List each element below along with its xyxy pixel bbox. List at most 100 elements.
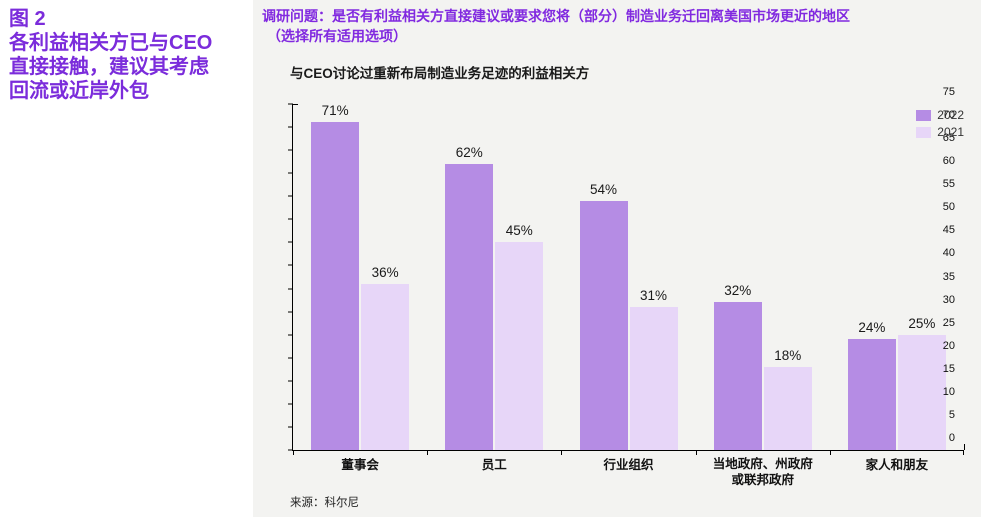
- bar-value-label: 24%: [858, 320, 886, 336]
- chart-title: 与CEO讨论过重新布局制造业务足迹的利益相关方: [290, 66, 590, 81]
- bar-fill: [763, 366, 812, 450]
- y-axis-tick: [288, 334, 293, 336]
- x-axis-labels: 董事会 员工 行业组织 当地政府、州政府或联邦政府 家人和朋友: [293, 456, 964, 489]
- x-axis-tick: [427, 450, 429, 455]
- y-axis-tick: [288, 380, 293, 382]
- y-axis-tick-label: 55: [942, 178, 955, 191]
- figure-number: 图 2: [9, 8, 46, 30]
- legend-label-2021: 2021: [937, 125, 964, 139]
- x-axis-tick: [963, 450, 964, 455]
- bar-value-label: 18%: [774, 347, 802, 363]
- y-axis-tick-label: 75: [942, 86, 955, 98]
- bar-value-label: 45%: [505, 223, 533, 239]
- category-label: 员工: [427, 456, 561, 489]
- figure-title-line-1: 各利益相关方已与CEO: [9, 32, 213, 54]
- bar-groups: 71% 36% 62% 45% 54% 31% 32% 18% 24% 25%: [293, 103, 964, 450]
- y-axis-tick-label: 60: [942, 155, 955, 168]
- category-label-text: 当地政府、州政府或联邦政府: [712, 457, 813, 487]
- y-axis-tick: [288, 126, 293, 128]
- y-axis-tick: [288, 241, 293, 243]
- y-axis-tick-label: 70: [942, 109, 955, 122]
- bar-value-label: 25%: [908, 315, 936, 331]
- bar-group: 71% 36%: [293, 103, 427, 450]
- plot-area: 71% 36% 62% 45% 54% 31% 32% 18% 24% 25% 董事会 员工 行业组织…: [288, 86, 965, 487]
- y-axis-tick: [288, 195, 293, 197]
- bar-2022: 71%: [311, 103, 360, 450]
- bar-value-label: 54%: [589, 181, 618, 197]
- y-axis-tick-label: 65: [942, 132, 955, 145]
- y-axis-tick: [288, 288, 293, 290]
- y-axis-tick: [288, 103, 293, 105]
- y-axis-tick-label: 15: [942, 362, 955, 375]
- y-axis-tick: [288, 149, 293, 151]
- x-axis-tick: [695, 450, 697, 455]
- bar-fill: [897, 334, 946, 450]
- x-axis-endcap: [964, 444, 965, 450]
- legend-swatch-2022: [916, 109, 932, 121]
- bar-fill: [847, 339, 896, 450]
- bar-group: 54% 31%: [561, 104, 695, 450]
- bar-value-label: 31%: [639, 288, 668, 303]
- x-axis-tick: [561, 450, 563, 455]
- bar-fill: [713, 302, 762, 450]
- bar-value-label: 62%: [455, 144, 483, 160]
- y-axis-tick-label: 10: [942, 385, 955, 398]
- survey-question-note: （选择所有适用选项）: [267, 28, 407, 44]
- bar-group: 24% 25%: [830, 104, 964, 450]
- y-axis-tick: [288, 218, 293, 220]
- bar-2022: 54%: [579, 182, 628, 450]
- y-axis-tick-label: 5: [948, 408, 955, 421]
- legend-label-2022: 2022: [937, 108, 964, 122]
- y-axis-tick: [288, 264, 293, 266]
- figure-sidebar: 图 2 各利益相关方已与CEO 直接接触，建议其考虑 回流或近岸外包: [0, 0, 253, 517]
- bar-2022: 32%: [713, 283, 762, 450]
- y-axis-tick: [288, 357, 293, 359]
- bar-2021: 25%: [897, 316, 946, 450]
- legend-item-2022: 2022: [916, 108, 964, 122]
- x-axis-tick: [829, 450, 831, 455]
- y-axis-tick-label: 0: [948, 432, 955, 444]
- bar-fill: [311, 122, 360, 450]
- category-label: 行业组织: [561, 456, 695, 489]
- y-axis-endcap: [293, 104, 298, 105]
- y-axis-tick-label: 50: [942, 201, 955, 214]
- y-axis-tick: [288, 172, 293, 174]
- bar-2022: 24%: [847, 320, 896, 450]
- bar-fill: [361, 283, 410, 450]
- category-label-text: 董事会: [341, 458, 379, 472]
- y-axis-tick: [288, 311, 293, 313]
- bar-fill: [579, 200, 628, 450]
- bar-value-label: 36%: [371, 264, 399, 280]
- category-label: 家人和朋友: [830, 456, 964, 489]
- survey-question-text: 调研问题：是否有利益相关方直接建议或要求您将（部分）制造业务迁回离美国市场更近的…: [262, 8, 850, 24]
- y-axis-tick: [288, 426, 293, 428]
- bar-fill: [445, 163, 494, 450]
- y-axis-tick-label: 20: [942, 339, 955, 352]
- y-axis-tick: [288, 403, 293, 405]
- bar-group: 32% 18%: [696, 104, 830, 450]
- legend-swatch-2021: [916, 126, 932, 138]
- legend-item-2021: 2021: [916, 125, 964, 139]
- category-label-text: 家人和朋友: [865, 458, 929, 472]
- y-axis-tick: [288, 449, 293, 451]
- category-label: 当地政府、州政府或联邦政府: [696, 456, 830, 489]
- y-axis-tick-label: 45: [942, 224, 955, 237]
- bar-value-label: 32%: [724, 283, 752, 299]
- y-axis-tick-label: 25: [942, 316, 955, 329]
- bar-2022: 62%: [445, 145, 494, 450]
- category-label-text: 行业组织: [603, 458, 654, 472]
- y-axis-tick-label: 35: [942, 270, 955, 283]
- bar-2021: 31%: [629, 288, 678, 450]
- bar-2021: 18%: [763, 348, 812, 450]
- category-label: 董事会: [293, 456, 427, 489]
- y-axis-tick-label: 40: [942, 247, 955, 260]
- bar-2021: 36%: [361, 265, 410, 450]
- bar-2021: 45%: [495, 223, 544, 450]
- figure-title-line-2: 直接接触，建议其考虑: [9, 56, 209, 78]
- chart-legend: 2022 2021: [916, 108, 964, 139]
- y-axis-tick-label: 30: [942, 293, 955, 306]
- bar-value-label: 71%: [321, 103, 349, 119]
- source-note: 来源：科尔尼: [290, 497, 359, 509]
- category-label-text: 员工: [481, 458, 507, 472]
